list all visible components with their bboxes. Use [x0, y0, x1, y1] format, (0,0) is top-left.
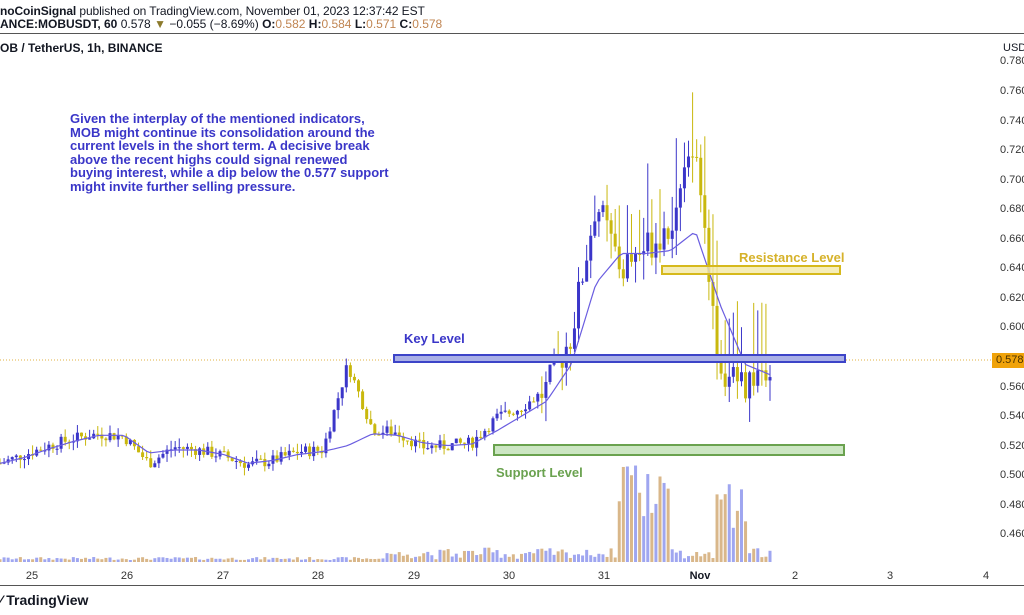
- y-tick: 0.500: [1000, 469, 1024, 481]
- y-tick: 0.600: [1000, 321, 1024, 333]
- y-tick: 0.680: [1000, 203, 1024, 215]
- resistance-level-zone[interactable]: [661, 265, 841, 275]
- y-tick: 0.520: [1000, 440, 1024, 452]
- y-tick: 0.480: [1000, 499, 1024, 511]
- open-value: 0.582: [275, 17, 306, 31]
- x-tick: 28: [311, 570, 325, 582]
- y-tick: 0.460: [1000, 528, 1024, 540]
- symbol-info: ANCE:MOBUSDT, 60 0.578 ▼ −0.055 (−8.69%)…: [0, 17, 442, 31]
- close-value: 0.578: [412, 17, 443, 31]
- tradingview-logo-icon: ⁄: [0, 592, 7, 608]
- footer-divider: [0, 585, 1024, 586]
- close-label: C:: [399, 17, 413, 31]
- y-tick: 0.540: [1000, 410, 1024, 422]
- high-label: H:: [308, 17, 322, 31]
- low-label: L:: [354, 17, 367, 31]
- down-arrow-icon: ▼: [154, 17, 166, 31]
- current-price-tag: 0.578: [992, 353, 1024, 368]
- symbol-line: ANCE:MOBUSDT, 60: [0, 17, 118, 31]
- x-tick: 27: [216, 570, 230, 582]
- header-divider: [0, 33, 1024, 34]
- key-level-zone[interactable]: [393, 354, 846, 363]
- moving-average-line: [0, 232, 771, 464]
- analysis-note: Given the interplay of the mentioned ind…: [70, 111, 389, 194]
- y-tick: 0.620: [1000, 292, 1024, 304]
- key-level-label: Key Level: [404, 331, 465, 346]
- chart-legend: OB / TetherUS, 1h, BINANCE: [0, 41, 163, 55]
- x-tick: 3: [886, 570, 894, 582]
- candlesticks: [0, 92, 772, 476]
- y-tick: 0.720: [1000, 144, 1024, 156]
- tradingview-logo[interactable]: ⁄ TradingView: [0, 592, 88, 608]
- low-value: 0.571: [366, 17, 397, 31]
- x-tick: 4: [982, 570, 990, 582]
- x-tick-month: Nov: [689, 570, 711, 582]
- y-tick: 0.740: [1000, 115, 1024, 127]
- x-tick: 26: [120, 570, 134, 582]
- price-change: −0.055 (−8.69%): [169, 17, 259, 31]
- open-label: O:: [262, 17, 276, 31]
- y-tick: 0.640: [1000, 262, 1024, 274]
- resistance-level-label: Resistance Level: [739, 250, 845, 265]
- published-text: published on TradingView.com, November 0…: [76, 4, 425, 18]
- publish-info: noCoinSignal published on TradingView.co…: [0, 4, 425, 18]
- currency-label[interactable]: USD: [1000, 41, 1024, 55]
- y-tick: 0.760: [1000, 85, 1024, 97]
- x-tick: 30: [502, 570, 516, 582]
- x-tick: 29: [407, 570, 421, 582]
- y-tick: 0.660: [1000, 233, 1024, 245]
- publisher-name: noCoinSignal: [0, 4, 77, 18]
- x-tick: 25: [25, 570, 39, 582]
- x-tick: 31: [597, 570, 611, 582]
- y-tick: 0.700: [1000, 174, 1024, 186]
- brand-name: TradingView: [6, 592, 89, 608]
- last-price: 0.578: [120, 17, 151, 31]
- x-tick: 2: [791, 570, 799, 582]
- y-tick: 0.560: [1000, 381, 1024, 393]
- y-tick: 0.780: [1000, 55, 1024, 67]
- support-level-label: Support Level: [496, 465, 583, 480]
- support-level-zone[interactable]: [493, 444, 845, 456]
- high-value: 0.584: [321, 17, 352, 31]
- volume-bars: [0, 465, 772, 562]
